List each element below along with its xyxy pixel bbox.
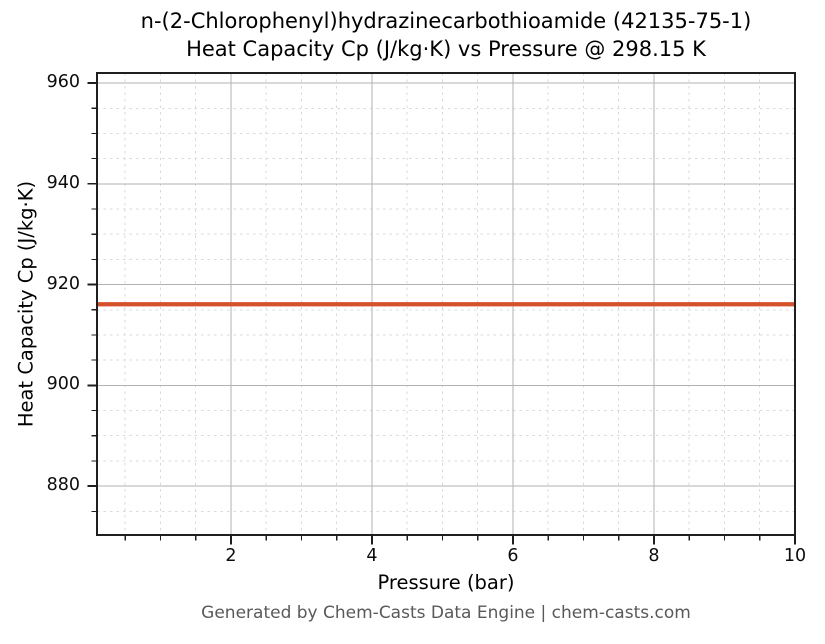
tick-marks-minor — [91, 107, 761, 541]
x-tick-label: 4 — [366, 546, 378, 566]
chart-title-line1: n-(2-Chlorophenyl)hydrazinecarbothioamid… — [140, 9, 752, 33]
y-tick-label: 960 — [46, 72, 80, 93]
grid-minor — [97, 73, 795, 535]
axes-spines — [95, 71, 797, 537]
chart-title-line2: Heat Capacity Cp (J/kg·K) vs Pressure @ … — [186, 37, 706, 61]
chart-title: n-(2-Chlorophenyl)hydrazinecarbothioamid… — [97, 7, 795, 63]
y-tick-label: 940 — [46, 172, 80, 193]
x-tick-label: 2 — [225, 546, 237, 566]
x-axis-label: Pressure (bar) — [377, 571, 515, 594]
x-tick-label: 8 — [648, 546, 660, 566]
x-tick-label: 6 — [507, 546, 519, 566]
x-tick-label: 10 — [783, 546, 807, 566]
y-tick-label: 880 — [46, 475, 80, 496]
footer-credit: Generated by Chem-Casts Data Engine | ch… — [201, 603, 691, 623]
y-tick-label: 920 — [46, 273, 80, 294]
y-tick-label: 900 — [46, 374, 80, 395]
tick-marks-major — [87, 82, 796, 545]
